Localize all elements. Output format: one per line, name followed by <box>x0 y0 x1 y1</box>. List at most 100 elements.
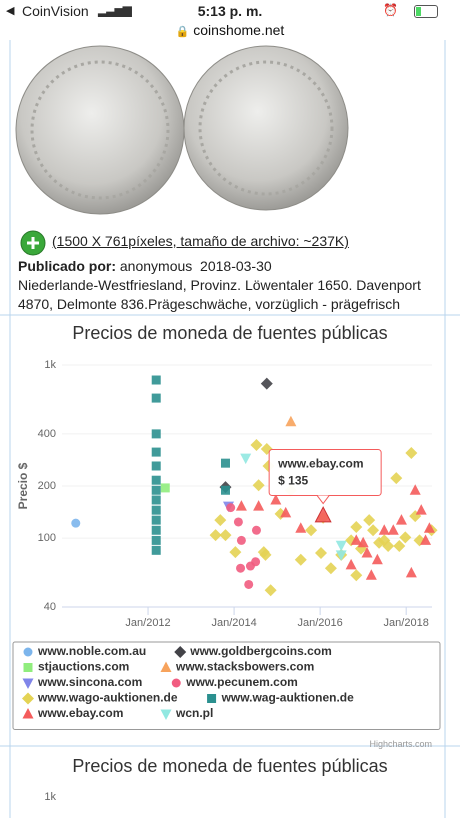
credits: Highcharts.com <box>369 739 432 749</box>
data-point <box>367 524 380 537</box>
data-point <box>250 439 263 452</box>
data-point <box>350 520 363 533</box>
coin-reverse[interactable] <box>183 45 349 211</box>
image-link[interactable]: (1500 X 761píxeles, tamaño de archivo: ~… <box>52 233 349 249</box>
legend-symbol <box>171 678 181 688</box>
data-point <box>214 514 227 527</box>
data-point <box>251 557 261 567</box>
data-point <box>405 447 418 460</box>
data-point <box>361 547 373 558</box>
data-point <box>219 529 232 542</box>
data-point <box>151 429 161 439</box>
description: Niederlande-Westfriesland, Provinz. Löwe… <box>18 277 421 312</box>
data-point <box>415 504 427 515</box>
tooltip-pointer <box>316 495 330 505</box>
alarm-icon: ⏰ <box>383 3 398 17</box>
legend-label: www.wag-auktionen.de <box>221 691 355 705</box>
x-tick-label: Jan/2012 <box>125 617 170 629</box>
data-point <box>363 514 376 527</box>
legend-label: stjauctions.com <box>38 660 129 674</box>
x-tick-label: Jan/2014 <box>211 617 256 629</box>
data-point <box>220 485 230 495</box>
data-point <box>151 375 161 385</box>
data-point <box>235 500 247 511</box>
clock: 5:13 p. m. <box>197 3 263 19</box>
coin-legend-ring <box>198 60 334 196</box>
data-point <box>160 483 170 493</box>
data-point <box>264 584 277 597</box>
y-tick-label: 40 <box>44 601 56 613</box>
data-point <box>220 458 230 468</box>
data-point <box>236 535 246 545</box>
data-point <box>71 518 81 528</box>
data-point <box>151 461 161 471</box>
data-point <box>151 535 161 545</box>
data-point <box>315 547 327 560</box>
data-point <box>387 524 399 535</box>
data-point <box>371 553 383 565</box>
coin-obverse[interactable] <box>15 45 185 215</box>
y-tick-label: 100 <box>38 532 56 544</box>
data-point <box>253 500 265 511</box>
data-point <box>151 485 161 495</box>
data-point <box>151 525 161 535</box>
posted-line: Publicado por: anonymous 2018-03-30 <box>18 257 433 276</box>
data-point <box>294 553 307 566</box>
legend-box <box>12 641 441 730</box>
data-point <box>285 415 297 427</box>
x-tick-label: Jan/2018 <box>384 617 429 629</box>
data-point <box>236 563 246 573</box>
y-tick-label: 1k <box>44 791 56 803</box>
legend-symbol <box>160 661 172 672</box>
data-point <box>420 534 432 545</box>
data-point <box>226 503 236 513</box>
back-arrow[interactable]: ◀ <box>6 5 15 17</box>
y-axis-title: Precio $ <box>16 462 30 509</box>
x-tick-label: Jan/2016 <box>298 617 343 629</box>
data-point <box>324 562 337 575</box>
data-point <box>393 540 406 553</box>
data-point <box>244 579 254 589</box>
data-point <box>305 524 318 537</box>
coin-info: (1500 X 761píxeles, tamaño de archivo: ~… <box>18 232 433 314</box>
carrier: CoinVision <box>22 3 89 19</box>
data-point <box>260 377 273 390</box>
data-point <box>423 522 435 533</box>
legend-symbol <box>174 646 187 658</box>
data-point <box>357 536 369 548</box>
legend-label: www.wago-auktionen.de <box>37 691 178 705</box>
legend-label: www.ebay.com <box>37 706 123 720</box>
legend-symbol <box>207 694 217 703</box>
posted-by: anonymous 2018-03-30 <box>119 258 272 274</box>
data-point <box>365 569 377 580</box>
data-point <box>229 546 242 559</box>
tooltip-value: $ 135 <box>278 474 308 488</box>
y-tick-label: 1k <box>44 359 56 371</box>
y-tick-label: 400 <box>38 428 56 440</box>
data-point <box>395 514 407 525</box>
data-point <box>240 453 252 465</box>
data-point <box>280 506 292 518</box>
tooltip-series: www.ebay.com <box>277 457 363 471</box>
posted-by-label: Publicado por: <box>18 258 116 274</box>
data-point <box>295 522 307 533</box>
data-point <box>251 525 261 535</box>
battery-level <box>416 7 421 16</box>
legend-label: www.pecunem.com <box>185 675 298 689</box>
data-point <box>151 393 161 403</box>
data-point <box>314 506 332 523</box>
legend-symbol <box>22 678 34 689</box>
lock-icon: 🔒 <box>175 26 190 38</box>
data-point <box>151 505 161 515</box>
data-point <box>259 548 272 561</box>
coin-legend-ring <box>30 60 170 200</box>
status-bar: ◀ CoinVision ▂▃▅▆ 5:13 p. m. ⏰ <box>0 0 460 22</box>
data-point <box>409 484 421 495</box>
url[interactable]: coinshome.net <box>193 22 285 38</box>
data-point <box>209 529 222 542</box>
url-bar[interactable]: 🔒 coinshome.net <box>0 22 460 38</box>
data-point <box>270 494 282 505</box>
data-point <box>252 479 265 492</box>
legend-label: www.goldbergcoins.com <box>189 644 332 658</box>
